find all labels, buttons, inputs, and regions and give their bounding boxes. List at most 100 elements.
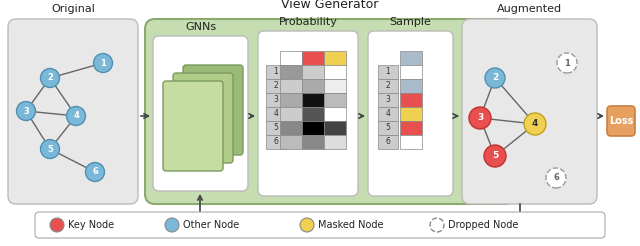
FancyBboxPatch shape (183, 65, 243, 155)
Circle shape (165, 218, 179, 232)
Circle shape (469, 107, 491, 129)
Bar (324, 93, 346, 107)
Text: Loss: Loss (609, 116, 633, 126)
Text: 4: 4 (273, 109, 278, 119)
Text: 1: 1 (274, 67, 278, 77)
Text: Other Node: Other Node (183, 220, 239, 230)
Bar (324, 135, 346, 149)
Text: 2: 2 (47, 74, 53, 82)
Circle shape (50, 218, 64, 232)
Text: Masked Node: Masked Node (318, 220, 383, 230)
Bar (324, 79, 346, 93)
Bar (324, 121, 346, 135)
Bar (400, 79, 422, 93)
Text: 2: 2 (386, 81, 390, 91)
Text: 2: 2 (492, 74, 498, 82)
Text: 6: 6 (385, 138, 390, 147)
Bar (324, 107, 346, 121)
Text: GNNs: GNNs (185, 22, 216, 32)
Text: 6: 6 (273, 138, 278, 147)
Bar (378, 93, 398, 107)
Bar (280, 135, 302, 149)
Bar (266, 135, 286, 149)
Bar (280, 79, 302, 93)
Text: 3: 3 (477, 113, 483, 123)
Bar (266, 121, 286, 135)
Bar (302, 79, 324, 93)
FancyBboxPatch shape (368, 31, 453, 196)
Bar (302, 121, 324, 135)
Bar (266, 65, 286, 79)
Bar (280, 121, 302, 135)
Text: 1: 1 (564, 59, 570, 67)
Circle shape (93, 53, 113, 73)
Circle shape (86, 163, 104, 182)
Bar (378, 121, 398, 135)
Bar (280, 65, 302, 79)
Text: 2: 2 (274, 81, 278, 91)
Bar (266, 79, 286, 93)
Circle shape (430, 218, 444, 232)
Text: Dropped Node: Dropped Node (448, 220, 518, 230)
Bar (302, 135, 324, 149)
Text: 4: 4 (532, 120, 538, 128)
Text: 5: 5 (492, 152, 498, 160)
Bar (378, 79, 398, 93)
Text: 6: 6 (553, 173, 559, 183)
Text: Sample: Sample (390, 17, 431, 27)
Circle shape (67, 107, 86, 125)
Text: Original: Original (51, 4, 95, 14)
Bar (378, 107, 398, 121)
Circle shape (40, 139, 60, 158)
Circle shape (40, 68, 60, 88)
Bar (280, 107, 302, 121)
Text: Key Node: Key Node (68, 220, 114, 230)
Bar (280, 51, 302, 65)
Circle shape (17, 102, 35, 121)
Text: View Generator: View Generator (282, 0, 379, 11)
Text: 6: 6 (92, 168, 98, 176)
FancyBboxPatch shape (35, 212, 605, 238)
Text: 5: 5 (385, 123, 390, 133)
Text: 3: 3 (23, 107, 29, 116)
FancyBboxPatch shape (258, 31, 358, 196)
Bar (302, 51, 324, 65)
Bar (302, 65, 324, 79)
Circle shape (557, 53, 577, 73)
Bar (266, 107, 286, 121)
Text: 1: 1 (386, 67, 390, 77)
Circle shape (485, 68, 505, 88)
FancyBboxPatch shape (173, 73, 233, 163)
FancyBboxPatch shape (8, 19, 138, 204)
FancyBboxPatch shape (145, 19, 515, 204)
FancyBboxPatch shape (462, 19, 597, 204)
Text: 4: 4 (73, 111, 79, 121)
FancyBboxPatch shape (163, 81, 223, 171)
Circle shape (300, 218, 314, 232)
Bar (400, 107, 422, 121)
Bar (280, 93, 302, 107)
Bar (324, 51, 346, 65)
Circle shape (484, 145, 506, 167)
Bar (400, 93, 422, 107)
Text: 3: 3 (273, 95, 278, 105)
FancyBboxPatch shape (607, 106, 635, 136)
Bar (378, 65, 398, 79)
Bar (400, 65, 422, 79)
Text: 5: 5 (273, 123, 278, 133)
Text: 3: 3 (385, 95, 390, 105)
Bar (400, 51, 422, 65)
FancyBboxPatch shape (153, 36, 248, 191)
Bar (266, 93, 286, 107)
Bar (324, 65, 346, 79)
Bar (302, 107, 324, 121)
Bar (302, 93, 324, 107)
Bar (400, 121, 422, 135)
Text: Probability: Probability (278, 17, 337, 27)
Text: 1: 1 (100, 59, 106, 67)
Circle shape (524, 113, 546, 135)
Bar (400, 135, 422, 149)
Text: 5: 5 (47, 144, 53, 154)
Text: 4: 4 (385, 109, 390, 119)
Circle shape (546, 168, 566, 188)
